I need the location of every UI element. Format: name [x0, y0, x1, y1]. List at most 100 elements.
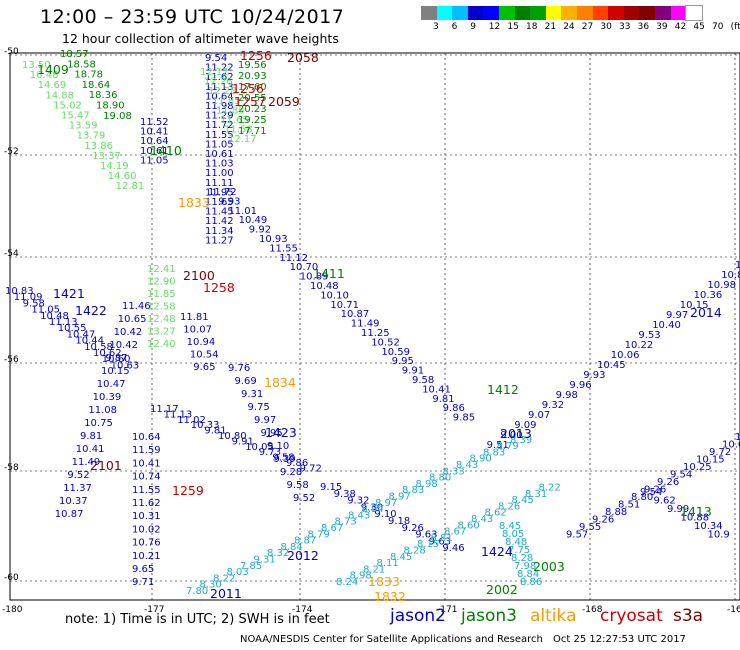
wave-height-value: 10.99: [735, 260, 740, 271]
pass-label: 1256: [232, 81, 264, 96]
wave-height-value: 11.85: [147, 289, 176, 300]
wave-height-value: 15.02: [53, 100, 82, 111]
wave-height-value: 8.43: [471, 514, 493, 525]
wave-height-value: 8.51: [618, 500, 640, 511]
color-swatch: [685, 5, 703, 21]
wave-height-value: 8.11: [377, 558, 399, 569]
wave-height-value: 11.55: [205, 130, 234, 141]
wave-height-value: 10.07: [183, 325, 212, 336]
wave-height-value: 11.49: [72, 457, 101, 468]
wave-height-value: 10.05: [722, 440, 740, 451]
pass-label: 1409: [37, 62, 69, 77]
wave-height-value: 9.26: [592, 515, 614, 526]
pass-label: 1256: [240, 48, 272, 63]
pass-label: 1257: [234, 94, 266, 109]
lon-label: -165: [727, 605, 740, 615]
wave-height-value: 8.26: [498, 501, 520, 512]
wave-height-value: 11.25: [361, 328, 390, 339]
legend-cryosat: cryosat: [600, 606, 663, 626]
wave-height-value: 10.02: [132, 524, 161, 535]
pass-label: 2012: [287, 548, 319, 563]
pass-label: 2101: [90, 458, 122, 473]
wave-height-value: 8.98: [350, 571, 372, 582]
wave-height-value: 8.43: [348, 510, 370, 521]
lon-label: -180: [2, 605, 23, 615]
color-swatch: [483, 6, 499, 20]
wave-height-value: 11.62: [205, 72, 234, 83]
wave-height-value: 10.80: [218, 431, 247, 442]
legend-jason2: jason2: [390, 606, 446, 626]
lat-label: -56: [4, 355, 19, 365]
pass-label: 1258: [203, 280, 235, 295]
wave-height-value: 9.31: [241, 389, 263, 400]
wave-height-value: 14.60: [108, 171, 137, 182]
wave-height-value: 10.65: [118, 314, 147, 325]
wave-height-value: 10.9: [708, 530, 730, 541]
wave-height-value: 10.83: [5, 286, 34, 297]
wave-height-value: 11.42: [205, 216, 234, 227]
wave-height-value: 10.76: [132, 538, 161, 549]
wave-height-value: 8.88: [605, 507, 627, 518]
color-scale-tick: (ft): [730, 22, 740, 32]
pass-label: 2013: [500, 426, 532, 441]
wave-height-value: 8.83: [483, 447, 505, 458]
wave-height-value: 9.52: [293, 493, 315, 504]
color-scale-tick: 9: [470, 22, 476, 32]
lon-label: -171: [437, 605, 457, 615]
wave-height-value: 8.84: [517, 569, 539, 580]
wave-height-value: 9.65: [193, 362, 215, 373]
wave-height-value: 9.95: [392, 356, 414, 367]
wave-height-value: 9.38: [334, 489, 356, 500]
wave-height-value: 10.06: [611, 350, 640, 361]
pass-label: 2058: [287, 50, 319, 65]
wave-height-value: 18.90: [96, 101, 125, 112]
wave-height-value: 10.88: [681, 513, 710, 524]
lon-label: -168: [582, 605, 603, 615]
wave-height-value: 13.86: [84, 141, 113, 152]
wave-height-value: 9.26: [402, 523, 424, 534]
lat-label: -60: [4, 573, 19, 583]
footer-credit: NOAA/NESDIS Center for Satellite Applica…: [240, 634, 543, 645]
wave-height-value: 10.61: [205, 149, 234, 160]
wave-height-value: 9.51: [487, 440, 509, 451]
wave-height-value: 11.00: [205, 168, 234, 179]
wave-height-value: 9.54: [205, 53, 227, 64]
wave-height-value: 18.64: [82, 80, 111, 91]
wave-height-value: 11.65: [220, 115, 249, 126]
wave-height-value: 7.80: [186, 586, 208, 597]
color-swatch: [608, 6, 624, 20]
wave-height-value: 10.71: [330, 300, 359, 311]
wave-height-value: 8.05: [502, 529, 524, 540]
wave-height-value: 8.32: [267, 548, 289, 559]
wave-height-value: 10.63: [111, 360, 140, 371]
wave-height-value: 11.13: [205, 82, 234, 93]
wave-height-value: 10.94: [187, 337, 216, 348]
wave-height-value: 8.60: [458, 520, 480, 531]
wave-height-value: 12.28: [208, 86, 237, 97]
wave-height-value: 8.97: [375, 498, 397, 509]
wave-height-value: 11.55: [132, 485, 161, 496]
wave-height-value: 8.81: [431, 533, 453, 544]
wave-height-value: 11.05: [140, 155, 169, 166]
wave-height-value: 8.79: [497, 441, 519, 452]
wave-height-value: 10.39: [93, 392, 122, 403]
wave-height-value: 9.58: [412, 375, 434, 386]
wave-height-value: 11.05: [31, 305, 60, 316]
pass-label: 1832: [374, 589, 406, 604]
wave-height-value: 20.93: [238, 71, 267, 82]
page-subtitle: 12 hour collection of altimeter wave hei…: [62, 31, 339, 46]
wave-height-value: 9.63: [429, 536, 451, 547]
wave-height-value: 8.73: [335, 517, 357, 528]
wave-height-value: 9.53: [638, 330, 660, 341]
wave-height-value: 9.00: [500, 430, 522, 441]
wave-height-value: 9.18: [388, 516, 410, 527]
pass-label: 1412: [487, 382, 519, 397]
wave-height-value: 10.45: [597, 360, 626, 371]
color-swatch: [654, 6, 671, 20]
wave-height-value: 11.17: [150, 404, 179, 415]
wave-height-value: 8.31: [525, 489, 547, 500]
wave-height-value: 8.62: [485, 508, 507, 519]
wave-height-value: 12.12: [200, 67, 229, 78]
wave-height-value: 10.75: [84, 418, 113, 429]
color-scale-tick: 36: [637, 22, 650, 32]
